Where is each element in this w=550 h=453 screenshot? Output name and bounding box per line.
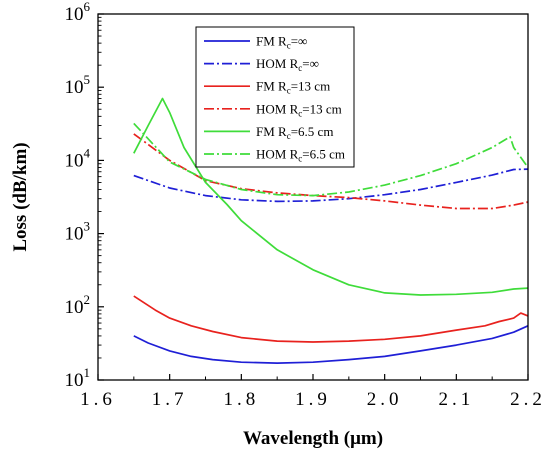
x-axis: 1.6 1.7 1.8 1.9 2.0 2.1 2.2 [80,374,546,410]
legend-label: FM Rc=6.5 cm [256,124,333,141]
y-tick-label: 102 [65,292,91,318]
legend-label: FM Rc=13 cm [256,79,330,96]
series-line-3 [133,295,529,343]
series-line-2 [133,168,529,203]
plot-series [133,97,529,364]
series-line-1 [133,325,529,364]
legend-label: HOM Rc=∞ [256,56,319,73]
legend-label: HOM Rc=6.5 cm [256,147,345,164]
legend-label: FM Rc=∞ [256,34,307,51]
x-tick-label: 1.7 [152,389,188,410]
series-line-6 [133,122,529,197]
x-tick-label: 1.8 [223,389,259,410]
series-line-5 [133,97,529,296]
series-line-4 [133,133,529,210]
y-tick-label: 106 [65,0,91,25]
legend-label: HOM Rc=13 cm [256,101,342,118]
y-axis-title: Loss (dB/km) [10,142,31,251]
x-tick-label: 1.6 [80,389,116,410]
x-axis-title: Wavelength (μm) [243,428,383,449]
x-tick-label: 1.9 [295,389,331,410]
x-tick-label: 2.0 [367,389,403,410]
y-axis: 101 102 103 104 105 106 [65,0,104,391]
legend: FM Rc=∞ HOM Rc=∞ FM Rc=13 cm HOM Rc=13 cm FM… [195,26,355,168]
y-tick-label: 103 [65,219,91,245]
y-tick-label: 101 [65,365,91,391]
y-tick-label: 105 [65,72,91,98]
x-tick-label: 2.2 [510,389,546,410]
legend-box [195,26,355,168]
x-tick-label: 2.1 [438,389,474,410]
y-tick-label: 104 [65,145,91,171]
